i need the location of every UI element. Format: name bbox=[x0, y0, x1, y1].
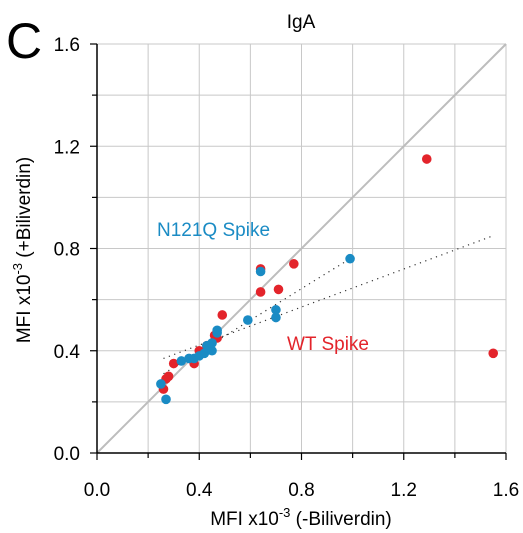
series-label-n121q: N121Q Spike bbox=[157, 220, 270, 241]
x-axis-title: MFI x10-3 (-Biliverdin) bbox=[210, 505, 392, 530]
x-tick-label: 1.2 bbox=[391, 480, 417, 501]
x-tick-label: 0.8 bbox=[288, 480, 314, 501]
chart-title: IgA bbox=[287, 12, 316, 33]
data-point bbox=[271, 305, 281, 315]
data-point bbox=[421, 154, 432, 164]
data-point bbox=[217, 310, 228, 320]
data-point bbox=[255, 266, 266, 277]
axes bbox=[90, 43, 507, 460]
trendline bbox=[163, 258, 351, 375]
x-tick-label: 0.0 bbox=[84, 480, 110, 501]
data-point bbox=[488, 348, 499, 359]
y-tick-label: 1.2 bbox=[54, 137, 80, 158]
data-point bbox=[168, 358, 179, 369]
data-point bbox=[163, 371, 174, 382]
tick-labels: 0.0 0.4 0.8 1.2 1.6 0.0 0.4 0.8 1.2 1.6 bbox=[54, 35, 520, 501]
data-point bbox=[156, 379, 166, 389]
y-tick-label: 0.0 bbox=[54, 444, 80, 465]
x-tick-label: 1.6 bbox=[493, 480, 519, 501]
data-point bbox=[345, 253, 355, 264]
data-point bbox=[176, 356, 187, 366]
data-point bbox=[212, 325, 222, 336]
grid bbox=[97, 43, 507, 453]
series-label-wt: WT Spike bbox=[287, 334, 369, 355]
data-points bbox=[156, 154, 499, 405]
data-point bbox=[207, 345, 217, 356]
data-point bbox=[199, 348, 210, 359]
y-tick-label: 0.8 bbox=[54, 240, 80, 261]
y-tick-label: 0.4 bbox=[54, 342, 81, 363]
trendlines bbox=[163, 235, 494, 375]
data-point bbox=[243, 315, 253, 325]
y-tick-label: 1.6 bbox=[54, 35, 80, 56]
data-point bbox=[255, 287, 266, 297]
data-point bbox=[289, 259, 299, 269]
y-axis-title: MFI x10-3 (+Biliverdin) bbox=[10, 157, 35, 343]
data-point bbox=[271, 312, 281, 323]
data-point bbox=[207, 338, 217, 348]
data-point bbox=[273, 284, 284, 295]
panel-letter: C bbox=[6, 13, 42, 69]
x-tick-label: 0.4 bbox=[186, 480, 213, 501]
data-point bbox=[161, 394, 171, 405]
